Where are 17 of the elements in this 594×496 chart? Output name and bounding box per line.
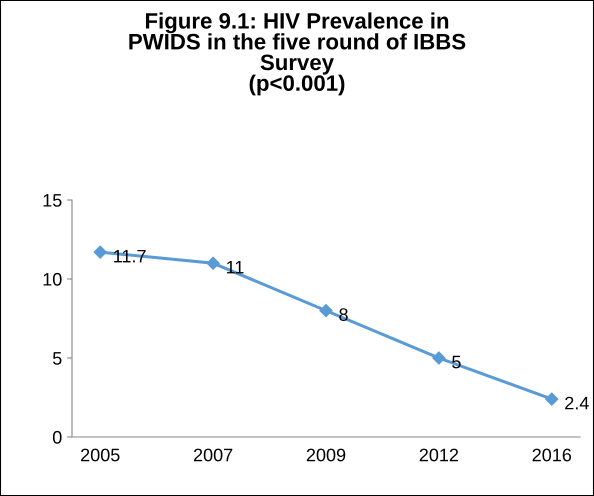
y-tick-label: 15 [44,194,62,207]
x-tick-label: 2016 [532,448,572,462]
point [432,351,446,365]
y-tick-label: 0 [52,430,62,444]
x-tick-label: 2007 [194,448,232,462]
point [545,392,558,406]
point [206,256,220,270]
chart-title: Figure 9.1: HIV Prevalence in PWIDS in the five round of IBBS Survey (p<0.001) [129,12,466,96]
x-tick-label: 2009 [306,448,346,462]
y-tick-label: 5 [52,352,62,365]
data-label: 2.4 [565,396,589,410]
x-tick-label: 2012 [420,448,458,462]
point [319,304,333,318]
point [94,246,107,259]
data-label: 11 [226,261,244,274]
x-tick-label: 2005 [81,448,120,462]
y-tick-label: 10 [44,272,62,286]
